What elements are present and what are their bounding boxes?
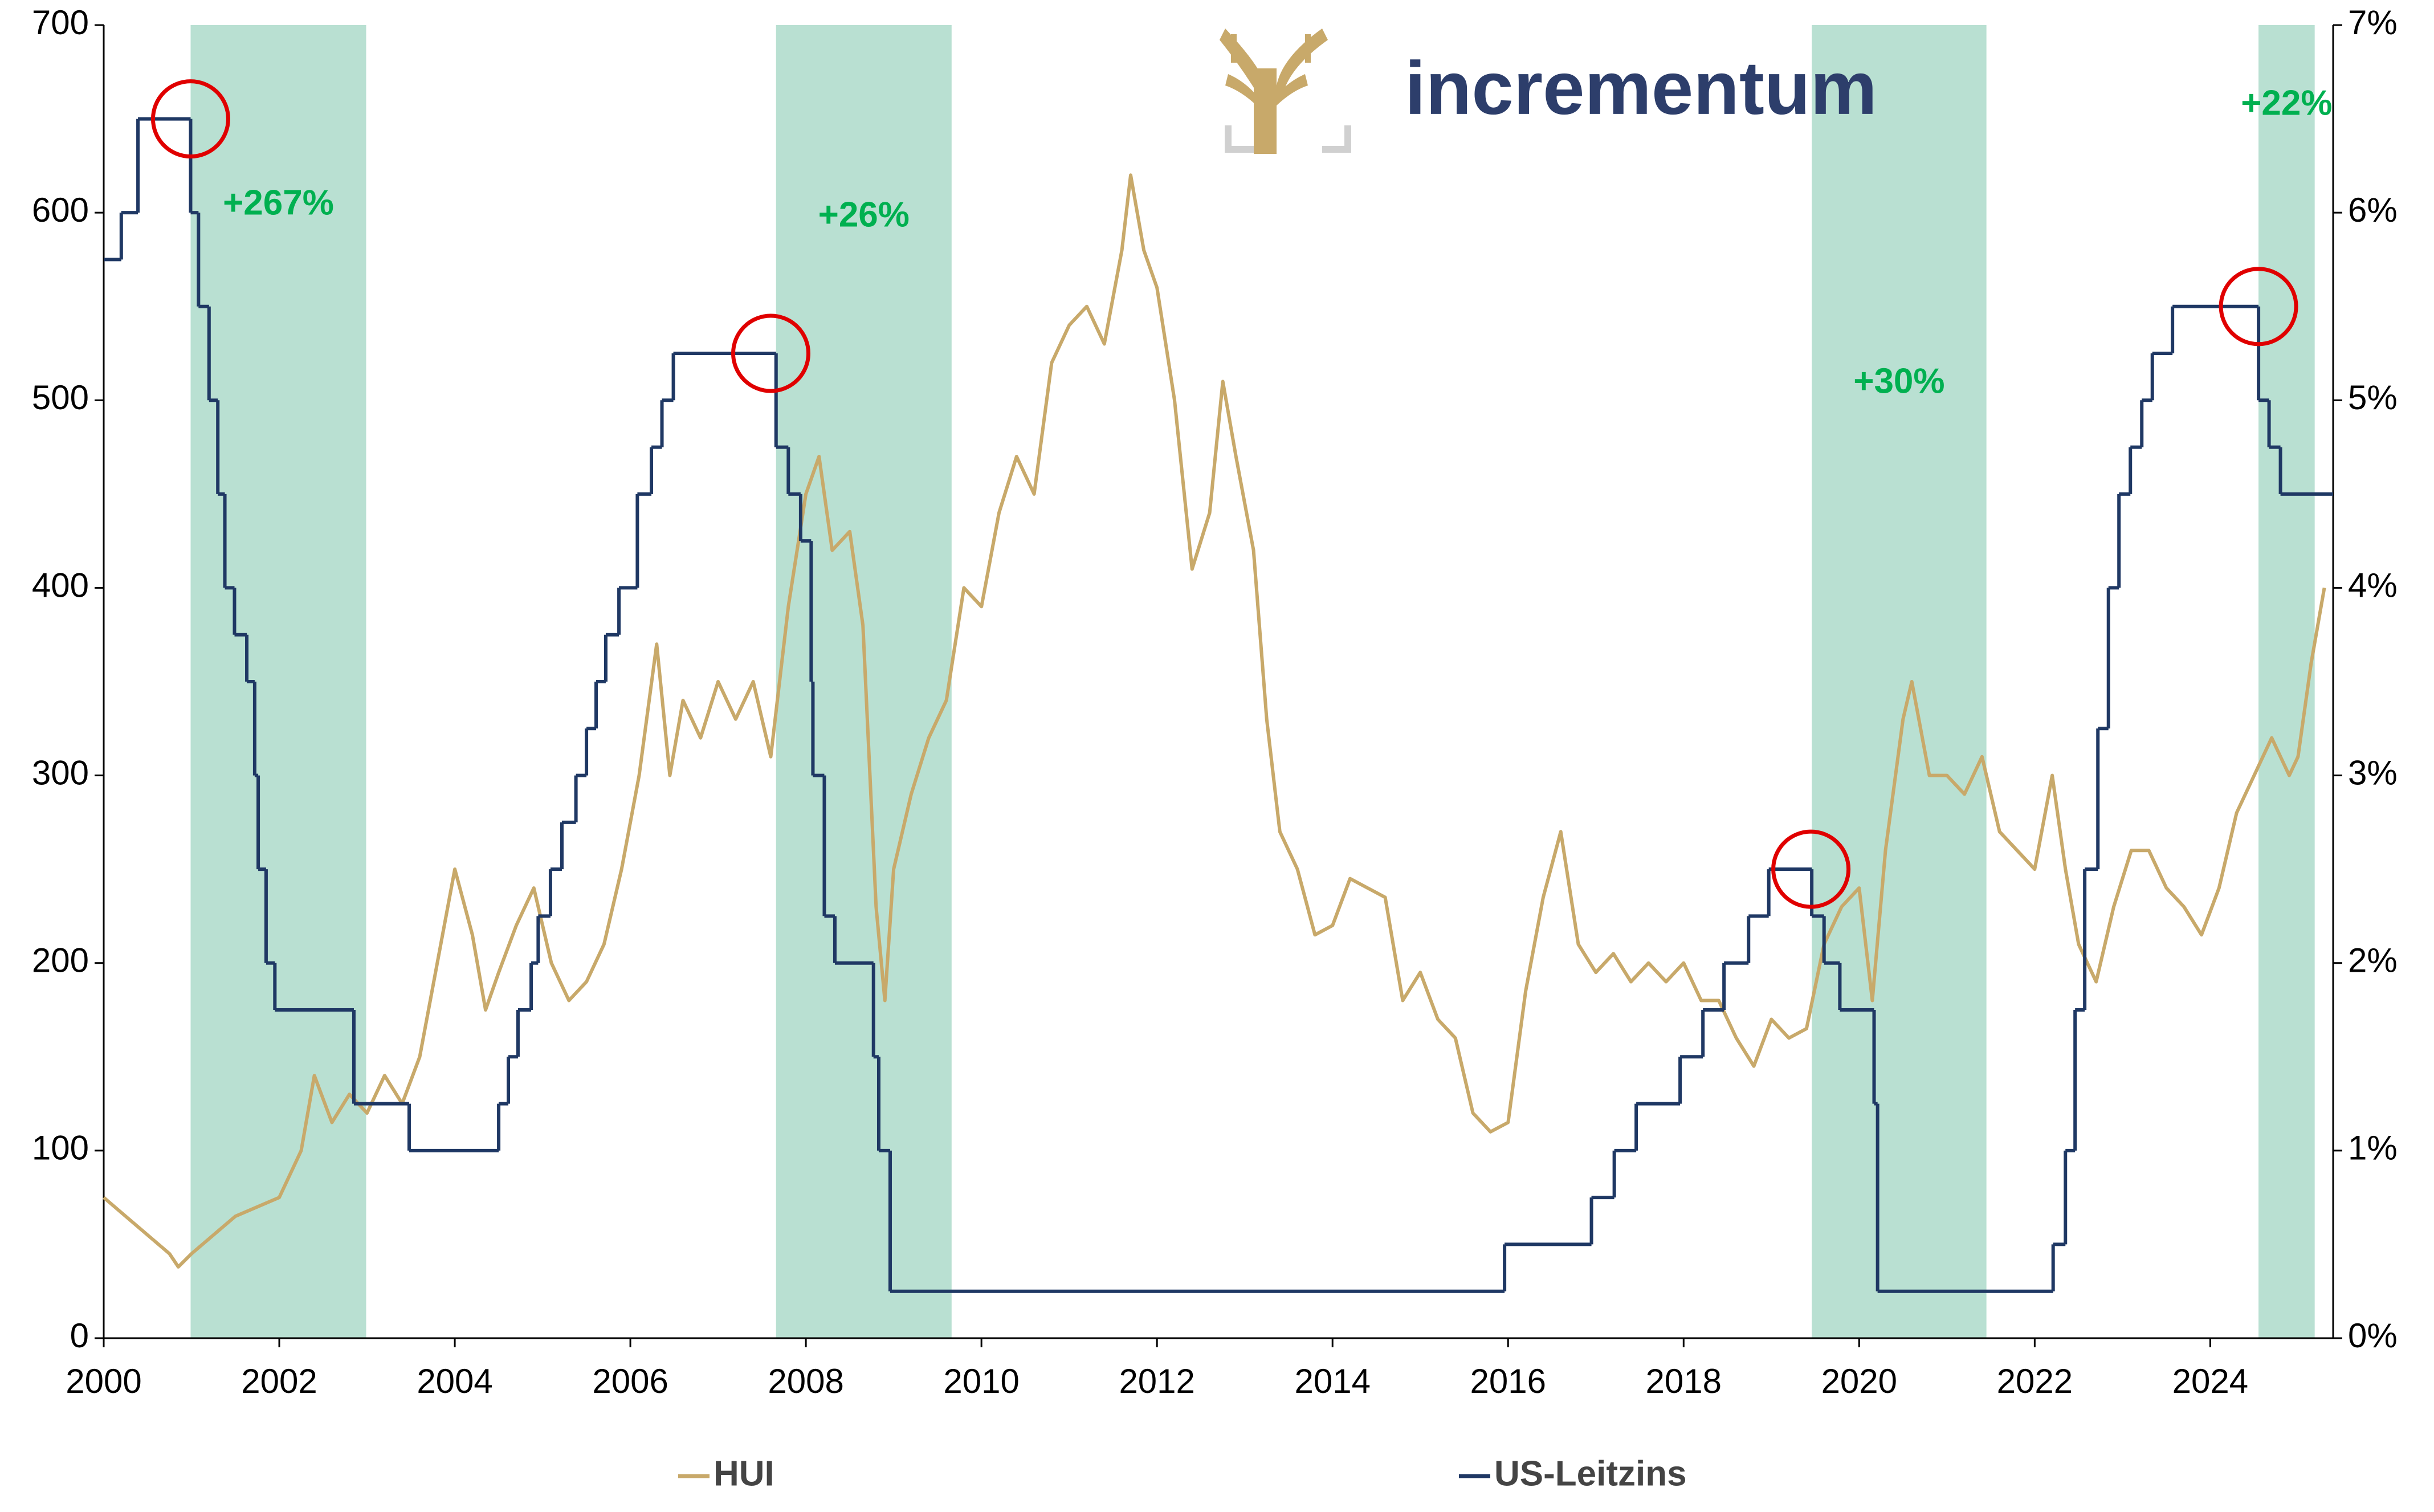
y2-tick-label: 0%	[2348, 1317, 2398, 1355]
x-tick-label: 2014	[1294, 1362, 1370, 1400]
y2-tick-label: 2%	[2348, 942, 2398, 980]
y-tick-label: 500	[32, 378, 89, 417]
x-tick-label: 2022	[1997, 1362, 2073, 1400]
period-band	[776, 25, 952, 1338]
x-tick-label: 2010	[943, 1362, 1019, 1400]
highlight-circle	[2219, 267, 2298, 347]
period-band	[1812, 25, 1987, 1338]
x-tick-label: 2020	[1821, 1362, 1897, 1400]
highlight-circle	[731, 313, 811, 393]
bands	[190, 25, 2315, 1338]
x-tick-label: 2004	[417, 1362, 492, 1400]
y2-tick-label: 5%	[2348, 378, 2398, 417]
x-tick-label: 2016	[1470, 1362, 1546, 1400]
period-band	[2258, 25, 2315, 1338]
period-label: +22%	[2241, 83, 2332, 123]
y-tick-label: 0	[70, 1317, 89, 1355]
x-tick-label: 2006	[592, 1362, 668, 1400]
y-tick-label: 300	[32, 753, 89, 792]
y-tick-label: 600	[32, 191, 89, 229]
x-tick-label: 2024	[2172, 1362, 2248, 1400]
highlight-circle	[1771, 829, 1851, 909]
y-tick-label: 700	[32, 3, 89, 42]
period-label: +30%	[1853, 361, 1944, 401]
legend-label: US-Leitzins	[1494, 1454, 1687, 1493]
series-line	[103, 173, 2326, 1269]
y2-tick-label: 6%	[2348, 191, 2398, 229]
x-tick-label: 2002	[241, 1362, 317, 1400]
period-label: +26%	[818, 195, 910, 234]
x-tick-label: 2018	[1646, 1362, 1722, 1400]
period-label: +267%	[223, 183, 334, 222]
legend-label: HUI	[714, 1454, 774, 1493]
x-tick-label: 2012	[1119, 1362, 1194, 1400]
y2-tick-label: 1%	[2348, 1129, 2398, 1167]
y-tick-label: 400	[32, 566, 89, 604]
y-tick-label: 100	[32, 1129, 89, 1167]
x-tick-label: 2000	[66, 1362, 141, 1400]
y-tick-label: 200	[32, 942, 89, 980]
period-band	[190, 25, 366, 1338]
x-tick-label: 2008	[768, 1362, 843, 1400]
highlight-circle	[150, 79, 230, 159]
y2-tick-label: 3%	[2348, 753, 2398, 792]
y2-tick-label: 4%	[2348, 566, 2398, 604]
y2-tick-label: 7%	[2348, 3, 2398, 42]
logo: incrementum	[1220, 28, 1877, 154]
logo-text: incrementum	[1405, 46, 1877, 130]
